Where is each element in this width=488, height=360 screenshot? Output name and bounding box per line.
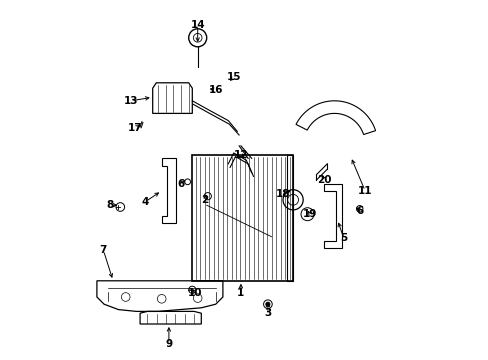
Text: 6: 6 [178,179,185,189]
Text: 18: 18 [276,189,290,199]
Text: 15: 15 [226,72,241,82]
Text: 7: 7 [100,245,107,255]
Text: 11: 11 [357,186,371,196]
Text: 1: 1 [237,288,244,298]
Text: 9: 9 [165,339,172,349]
Text: 20: 20 [317,175,331,185]
Bar [286,155,292,281]
Bar [192,155,292,281]
Text: 3: 3 [264,308,271,318]
Text: 4: 4 [142,197,149,207]
Text: 14: 14 [190,20,204,30]
Text: 8: 8 [106,200,114,210]
Text: 16: 16 [208,85,223,95]
Text: 10: 10 [187,288,202,298]
Circle shape [265,302,269,306]
Text: 2: 2 [201,195,208,205]
Text: 17: 17 [128,123,142,133]
Text: 5: 5 [339,233,346,243]
Text: 12: 12 [233,150,247,160]
Text: 6: 6 [355,206,363,216]
Text: 19: 19 [302,209,317,219]
Text: 13: 13 [123,96,138,106]
